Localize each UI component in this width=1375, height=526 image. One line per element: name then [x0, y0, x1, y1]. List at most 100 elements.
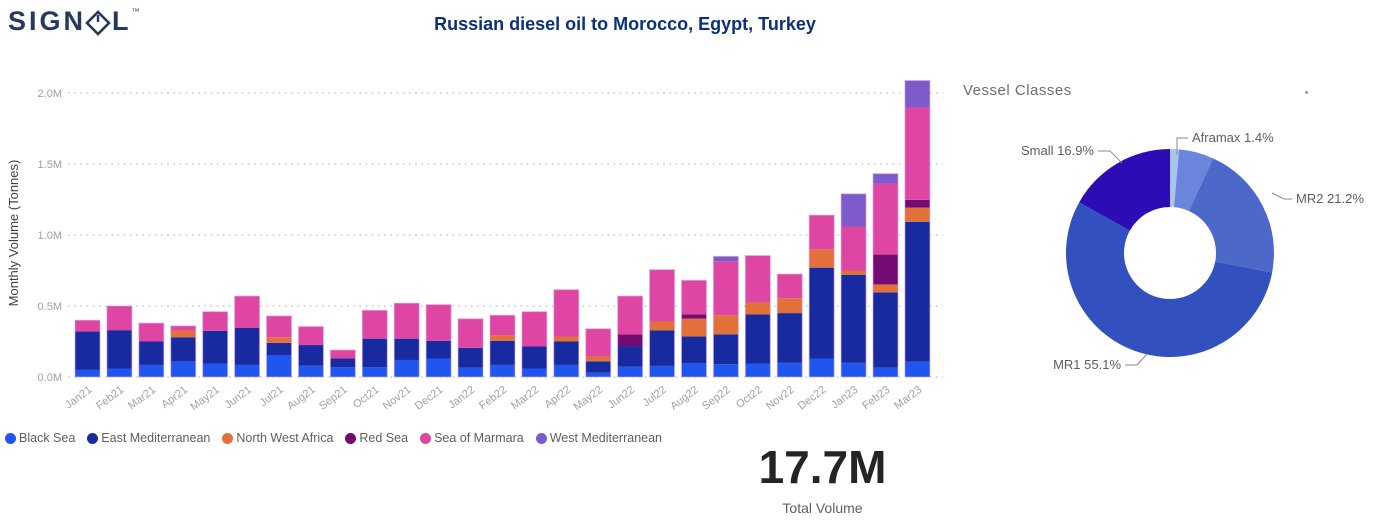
bar-segment-black-sea[interactable] — [298, 365, 324, 377]
bar-segment-black-sea[interactable] — [809, 358, 835, 377]
donut-slice-aframax[interactable] — [1170, 149, 1180, 208]
bar-segment-east-mediterranean[interactable] — [585, 361, 611, 373]
bar-segment-black-sea[interactable] — [521, 368, 547, 377]
bar-segment-north-west-africa[interactable] — [841, 270, 867, 275]
bar-segment-sea-of-marmara[interactable] — [809, 215, 835, 250]
bar-segment-east-mediterranean[interactable] — [681, 336, 707, 364]
donut-slice-mr2[interactable] — [1189, 158, 1274, 273]
legend-item-east-mediterranean[interactable]: East Mediterranean — [87, 431, 210, 445]
bar-segment-east-mediterranean[interactable] — [170, 337, 196, 362]
bar-segment-east-mediterranean[interactable] — [106, 330, 132, 369]
bar-segment-sea-of-marmara[interactable] — [873, 183, 898, 255]
bar-segment-north-west-africa[interactable] — [170, 330, 196, 338]
bar-segment-north-west-africa[interactable] — [553, 336, 579, 342]
bar-segment-red-sea[interactable] — [904, 199, 930, 208]
donut-slice-mr1[interactable] — [1065, 202, 1273, 357]
bar-segment-black-sea[interactable] — [553, 364, 579, 377]
bar-segment-north-west-africa[interactable] — [873, 284, 898, 293]
bar-segment-sea-of-marmara[interactable] — [489, 315, 515, 336]
bar-segment-black-sea[interactable] — [75, 369, 100, 377]
bar-segment-sea-of-marmara[interactable] — [138, 323, 164, 342]
legend-item-red-sea[interactable]: Red Sea — [345, 431, 408, 445]
bar-segment-sea-of-marmara[interactable] — [170, 325, 196, 331]
bar-segment-east-mediterranean[interactable] — [330, 358, 356, 368]
bar-segment-east-mediterranean[interactable] — [266, 342, 292, 355]
bar-segment-sea-of-marmara[interactable] — [362, 310, 388, 339]
bar-segment-sea-of-marmara[interactable] — [106, 306, 132, 331]
bar-segment-red-sea[interactable] — [873, 254, 898, 285]
bar-segment-north-west-africa[interactable] — [809, 249, 835, 268]
bar-segment-north-west-africa[interactable] — [649, 321, 675, 331]
bar-segment-sea-of-marmara[interactable] — [394, 303, 420, 339]
bar-segment-sea-of-marmara[interactable] — [904, 107, 930, 200]
donut-slice-unlabeled[interactable] — [1174, 149, 1214, 212]
bar-segment-east-mediterranean[interactable] — [202, 330, 228, 364]
bar-segment-east-mediterranean[interactable] — [553, 341, 579, 365]
bar-segment-sea-of-marmara[interactable] — [330, 350, 356, 359]
bar-segment-east-mediterranean[interactable] — [713, 334, 739, 365]
bar-segment-red-sea[interactable] — [617, 334, 643, 347]
bar-segment-east-mediterranean[interactable] — [234, 328, 260, 365]
bar-segment-black-sea[interactable] — [426, 358, 452, 377]
bar-segment-sea-of-marmara[interactable] — [777, 274, 803, 299]
bar-segment-east-mediterranean[interactable] — [362, 338, 388, 368]
bar-segment-black-sea[interactable] — [170, 361, 196, 377]
bar-segment-east-mediterranean[interactable] — [841, 274, 867, 363]
legend-item-west-mediterranean[interactable]: West Mediterranean — [535, 431, 662, 445]
bar-segment-east-mediterranean[interactable] — [649, 330, 675, 366]
bar-segment-black-sea[interactable] — [841, 362, 867, 377]
bar-segment-sea-of-marmara[interactable] — [202, 311, 228, 331]
bar-segment-east-mediterranean[interactable] — [777, 313, 803, 363]
bar-segment-sea-of-marmara[interactable] — [298, 326, 324, 346]
legend-item-sea-of-marmara[interactable]: Sea of Marmara — [420, 431, 524, 445]
bar-segment-west-mediterranean[interactable] — [904, 80, 930, 108]
bar-segment-black-sea[interactable] — [617, 366, 643, 377]
bar-segment-black-sea[interactable] — [681, 363, 707, 377]
bar-segment-black-sea[interactable] — [458, 367, 484, 377]
bar-segment-sea-of-marmara[interactable] — [234, 296, 260, 329]
bar-segment-sea-of-marmara[interactable] — [841, 226, 867, 271]
bar-segment-east-mediterranean[interactable] — [521, 346, 547, 369]
bar-segment-west-mediterranean[interactable] — [873, 173, 898, 184]
bar-segment-black-sea[interactable] — [138, 364, 164, 377]
bar-segment-east-mediterranean[interactable] — [426, 340, 452, 359]
bar-segment-sea-of-marmara[interactable] — [713, 261, 739, 316]
bar-segment-north-west-africa[interactable] — [489, 335, 515, 341]
legend-item-north-west-africa[interactable]: North West Africa — [222, 431, 333, 445]
bar-segment-sea-of-marmara[interactable] — [617, 296, 643, 335]
donut-slice-small[interactable] — [1079, 149, 1170, 231]
bar-segment-north-west-africa[interactable] — [745, 302, 771, 315]
bar-segment-east-mediterranean[interactable] — [745, 314, 771, 364]
bar-segment-north-west-africa[interactable] — [904, 207, 930, 222]
bar-segment-red-sea[interactable] — [681, 314, 707, 319]
bar-segment-north-west-africa[interactable] — [713, 315, 739, 335]
bar-segment-black-sea[interactable] — [234, 364, 260, 377]
bar-segment-north-west-africa[interactable] — [266, 337, 292, 343]
bar-segment-sea-of-marmara[interactable] — [585, 328, 611, 357]
bar-segment-sea-of-marmara[interactable] — [553, 289, 579, 337]
bar-segment-east-mediterranean[interactable] — [75, 331, 100, 370]
bar-segment-black-sea[interactable] — [106, 368, 132, 377]
bar-segment-black-sea[interactable] — [585, 372, 611, 377]
bar-segment-sea-of-marmara[interactable] — [681, 280, 707, 315]
bar-segment-sea-of-marmara[interactable] — [266, 315, 292, 338]
bar-segment-sea-of-marmara[interactable] — [521, 311, 547, 347]
bar-segment-black-sea[interactable] — [745, 363, 771, 377]
bar-segment-black-sea[interactable] — [202, 363, 228, 377]
bar-segment-west-mediterranean[interactable] — [841, 193, 867, 227]
bar-segment-sea-of-marmara[interactable] — [75, 320, 100, 332]
bar-segment-east-mediterranean[interactable] — [138, 341, 164, 365]
bar-segment-black-sea[interactable] — [266, 354, 292, 377]
bar-segment-sea-of-marmara[interactable] — [458, 318, 484, 348]
bar-segment-black-sea[interactable] — [777, 362, 803, 377]
bar-segment-east-mediterranean[interactable] — [617, 346, 643, 367]
bar-segment-black-sea[interactable] — [713, 364, 739, 377]
bar-segment-black-sea[interactable] — [330, 367, 356, 377]
bar-segment-sea-of-marmara[interactable] — [649, 269, 675, 322]
legend-item-black-sea[interactable]: Black Sea — [5, 431, 75, 445]
bar-segment-north-west-africa[interactable] — [681, 318, 707, 337]
bar-segment-black-sea[interactable] — [489, 364, 515, 377]
bar-segment-west-mediterranean[interactable] — [713, 256, 739, 262]
bar-segment-sea-of-marmara[interactable] — [745, 255, 771, 303]
bar-segment-east-mediterranean[interactable] — [809, 267, 835, 359]
